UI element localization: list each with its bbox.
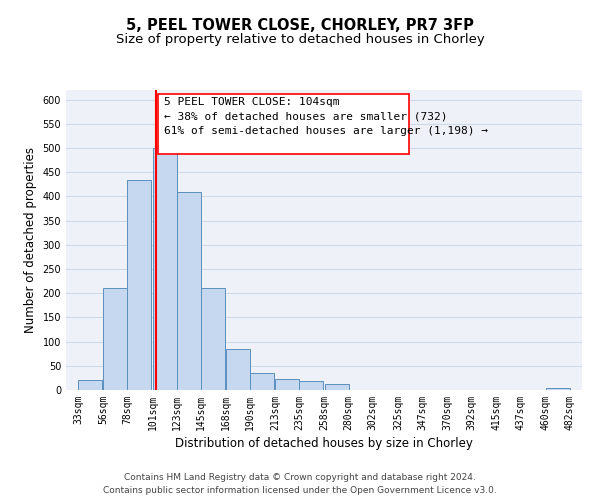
Bar (250, 373, 274, 390)
Bar (546, 388, 570, 390)
Bar (78, 380, 102, 390)
Bar (176, 192, 201, 390)
Bar (299, 382, 323, 390)
Bar (127, 180, 151, 390)
Bar (275, 380, 299, 390)
Text: Size of property relative to detached houses in Chorley: Size of property relative to detached ho… (116, 32, 484, 46)
Text: 5, PEEL TOWER CLOSE, CHORLEY, PR7 3FP: 5, PEEL TOWER CLOSE, CHORLEY, PR7 3FP (126, 18, 474, 32)
Bar (152, 148, 176, 390)
Bar (103, 288, 127, 390)
Bar (325, 384, 349, 390)
Y-axis label: Number of detached properties: Number of detached properties (24, 147, 37, 333)
FancyBboxPatch shape (158, 94, 409, 154)
Bar (226, 349, 250, 390)
Text: Contains HM Land Registry data © Crown copyright and database right 2024.
Contai: Contains HM Land Registry data © Crown c… (103, 474, 497, 495)
Bar (201, 288, 225, 390)
X-axis label: Distribution of detached houses by size in Chorley: Distribution of detached houses by size … (175, 437, 473, 450)
Text: 5 PEEL TOWER CLOSE: 104sqm
← 38% of detached houses are smaller (732)
61% of sem: 5 PEEL TOWER CLOSE: 104sqm ← 38% of deta… (164, 97, 488, 136)
